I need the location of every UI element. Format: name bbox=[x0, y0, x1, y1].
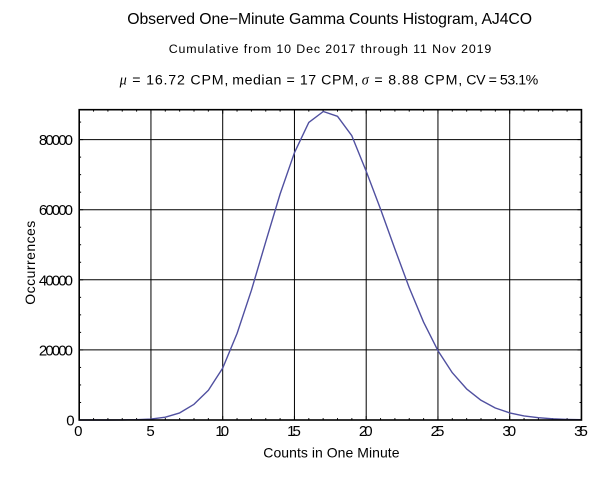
svg-text:20: 20 bbox=[359, 423, 373, 440]
svg-text:median = 17 CPM,: median = 17 CPM, bbox=[232, 72, 358, 88]
svg-text:10: 10 bbox=[215, 423, 229, 440]
svg-text:80000: 80000 bbox=[39, 132, 73, 149]
svg-text:40000: 40000 bbox=[39, 272, 73, 289]
svg-text:60000: 60000 bbox=[39, 202, 73, 219]
svg-text:5: 5 bbox=[146, 423, 154, 440]
svg-text:15: 15 bbox=[287, 423, 301, 440]
svg-text:0: 0 bbox=[74, 423, 82, 440]
svg-text:Occurrences: Occurrences bbox=[22, 221, 38, 305]
svg-text:35: 35 bbox=[574, 423, 588, 440]
svg-text:0: 0 bbox=[66, 412, 74, 429]
svg-text:μ = 16.72 CPM,: μ = 16.72 CPM, bbox=[119, 72, 229, 88]
svg-text:σ = 8.88 CPM,: σ = 8.88 CPM, bbox=[362, 72, 463, 88]
svg-text:Counts in One Minute: Counts in One Minute bbox=[263, 444, 399, 460]
svg-text:25: 25 bbox=[431, 423, 445, 440]
svg-text:20000: 20000 bbox=[39, 342, 73, 359]
svg-text:Observed One−Minute Gamma Coun: Observed One−Minute Gamma Counts Histogr… bbox=[127, 11, 532, 28]
svg-text:CV = 53.1%: CV = 53.1% bbox=[466, 72, 538, 88]
svg-text:Cumulative from 10 Dec 2017 th: Cumulative from 10 Dec 2017 through 11 N… bbox=[169, 42, 492, 56]
svg-text:30: 30 bbox=[502, 423, 516, 440]
